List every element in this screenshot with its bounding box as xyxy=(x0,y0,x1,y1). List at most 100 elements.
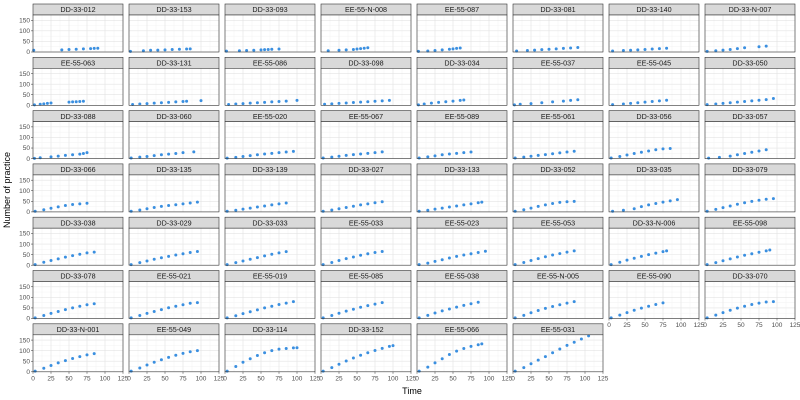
data-point xyxy=(263,48,267,52)
data-point xyxy=(74,100,78,104)
data-point xyxy=(447,352,451,356)
x-tick-label: 50 xyxy=(737,322,745,329)
data-point xyxy=(455,46,459,50)
facet-panel: EE-55-021 xyxy=(128,270,220,320)
data-point xyxy=(743,152,747,156)
facet-strip-label: DD-33-038 xyxy=(60,218,95,227)
data-point xyxy=(665,46,669,50)
facet-panel: DD-33-070 0 25 50 75 100 125 xyxy=(703,270,800,329)
data-point xyxy=(351,204,355,208)
data-point xyxy=(159,204,163,208)
facet-strip-label: DD-33-135 xyxy=(156,165,191,174)
data-point xyxy=(270,100,274,104)
y-tick-label: 0 xyxy=(26,316,30,323)
data-point xyxy=(362,46,366,50)
data-point xyxy=(167,100,171,104)
data-point xyxy=(654,303,658,307)
data-point xyxy=(743,46,747,50)
data-point xyxy=(416,103,420,107)
data-point xyxy=(277,151,281,155)
data-point xyxy=(56,361,60,365)
facet-panel: DD-33-012 0 50 100 150 xyxy=(19,3,124,56)
data-point xyxy=(78,304,82,308)
data-point xyxy=(440,357,444,361)
data-point xyxy=(587,334,591,338)
panel-border xyxy=(128,121,220,159)
data-point xyxy=(558,347,562,351)
data-point xyxy=(291,346,295,350)
data-point xyxy=(234,261,238,265)
data-point xyxy=(248,206,252,210)
facet-panel: DD-33-035 xyxy=(608,163,700,213)
panel-border xyxy=(224,14,316,53)
data-point xyxy=(621,49,625,53)
data-point xyxy=(185,99,189,103)
data-point xyxy=(284,347,288,351)
data-point xyxy=(621,102,625,106)
data-point xyxy=(714,261,718,265)
data-point xyxy=(387,98,391,102)
data-point xyxy=(248,101,252,105)
data-point xyxy=(71,306,75,310)
data-point xyxy=(78,355,82,359)
facet-panel: DD-33-060 xyxy=(128,110,220,160)
data-point xyxy=(42,366,46,370)
data-point xyxy=(476,300,480,304)
facet-panel: DD-33-057 xyxy=(704,110,796,160)
data-point xyxy=(373,348,377,352)
data-point xyxy=(609,156,613,160)
facet-strip-label: EE-55-086 xyxy=(253,59,287,68)
data-point xyxy=(188,350,192,354)
panel-border xyxy=(320,174,412,213)
facet-strip-label: DD-33-152 xyxy=(348,325,383,334)
data-point xyxy=(728,47,732,51)
data-point xyxy=(78,152,82,156)
data-point xyxy=(462,253,466,257)
data-point xyxy=(572,300,576,304)
panel-border xyxy=(608,174,700,213)
data-point xyxy=(225,263,229,267)
data-point xyxy=(469,252,473,256)
data-point xyxy=(344,101,348,105)
data-point xyxy=(639,254,643,258)
panel-border xyxy=(416,68,508,106)
data-point xyxy=(81,99,85,103)
data-point xyxy=(33,369,37,373)
data-point xyxy=(529,362,533,366)
data-point xyxy=(650,47,654,51)
facet-strip-label: EE-55-N-005 xyxy=(537,272,579,281)
facet-strip-label: DD-33-081 xyxy=(540,5,575,14)
facet-strip-label: EE-55-067 xyxy=(349,112,383,121)
data-point xyxy=(373,302,377,306)
data-point xyxy=(771,300,775,304)
panel-border xyxy=(512,68,604,106)
facet-panel: EE-55-089 xyxy=(416,110,508,160)
x-tick-label: 100 xyxy=(196,375,207,382)
data-point xyxy=(543,306,547,310)
data-point xyxy=(138,366,142,370)
data-point xyxy=(757,149,761,153)
data-point xyxy=(359,152,363,156)
data-point xyxy=(551,100,555,104)
x-tick-label: 125 xyxy=(310,375,321,382)
data-point xyxy=(174,152,178,156)
data-point xyxy=(536,308,540,312)
x-tick-label: 75 xyxy=(83,375,91,382)
y-tick-label: 0 xyxy=(26,49,30,56)
data-point xyxy=(71,356,75,360)
data-point xyxy=(750,199,754,203)
y-tick-label: 150 xyxy=(19,124,30,131)
data-point xyxy=(764,148,768,152)
facet-strip-label: DD-33-027 xyxy=(348,165,383,174)
data-point xyxy=(458,46,462,50)
data-point xyxy=(447,205,451,209)
data-point xyxy=(96,46,100,50)
x-tick-label: 100 xyxy=(580,375,591,382)
data-point xyxy=(417,156,421,160)
data-point xyxy=(611,49,615,53)
data-point xyxy=(650,99,654,103)
data-point xyxy=(522,155,526,159)
data-point xyxy=(188,47,192,51)
data-point xyxy=(455,305,459,309)
x-tick-label: 0 xyxy=(223,375,227,382)
